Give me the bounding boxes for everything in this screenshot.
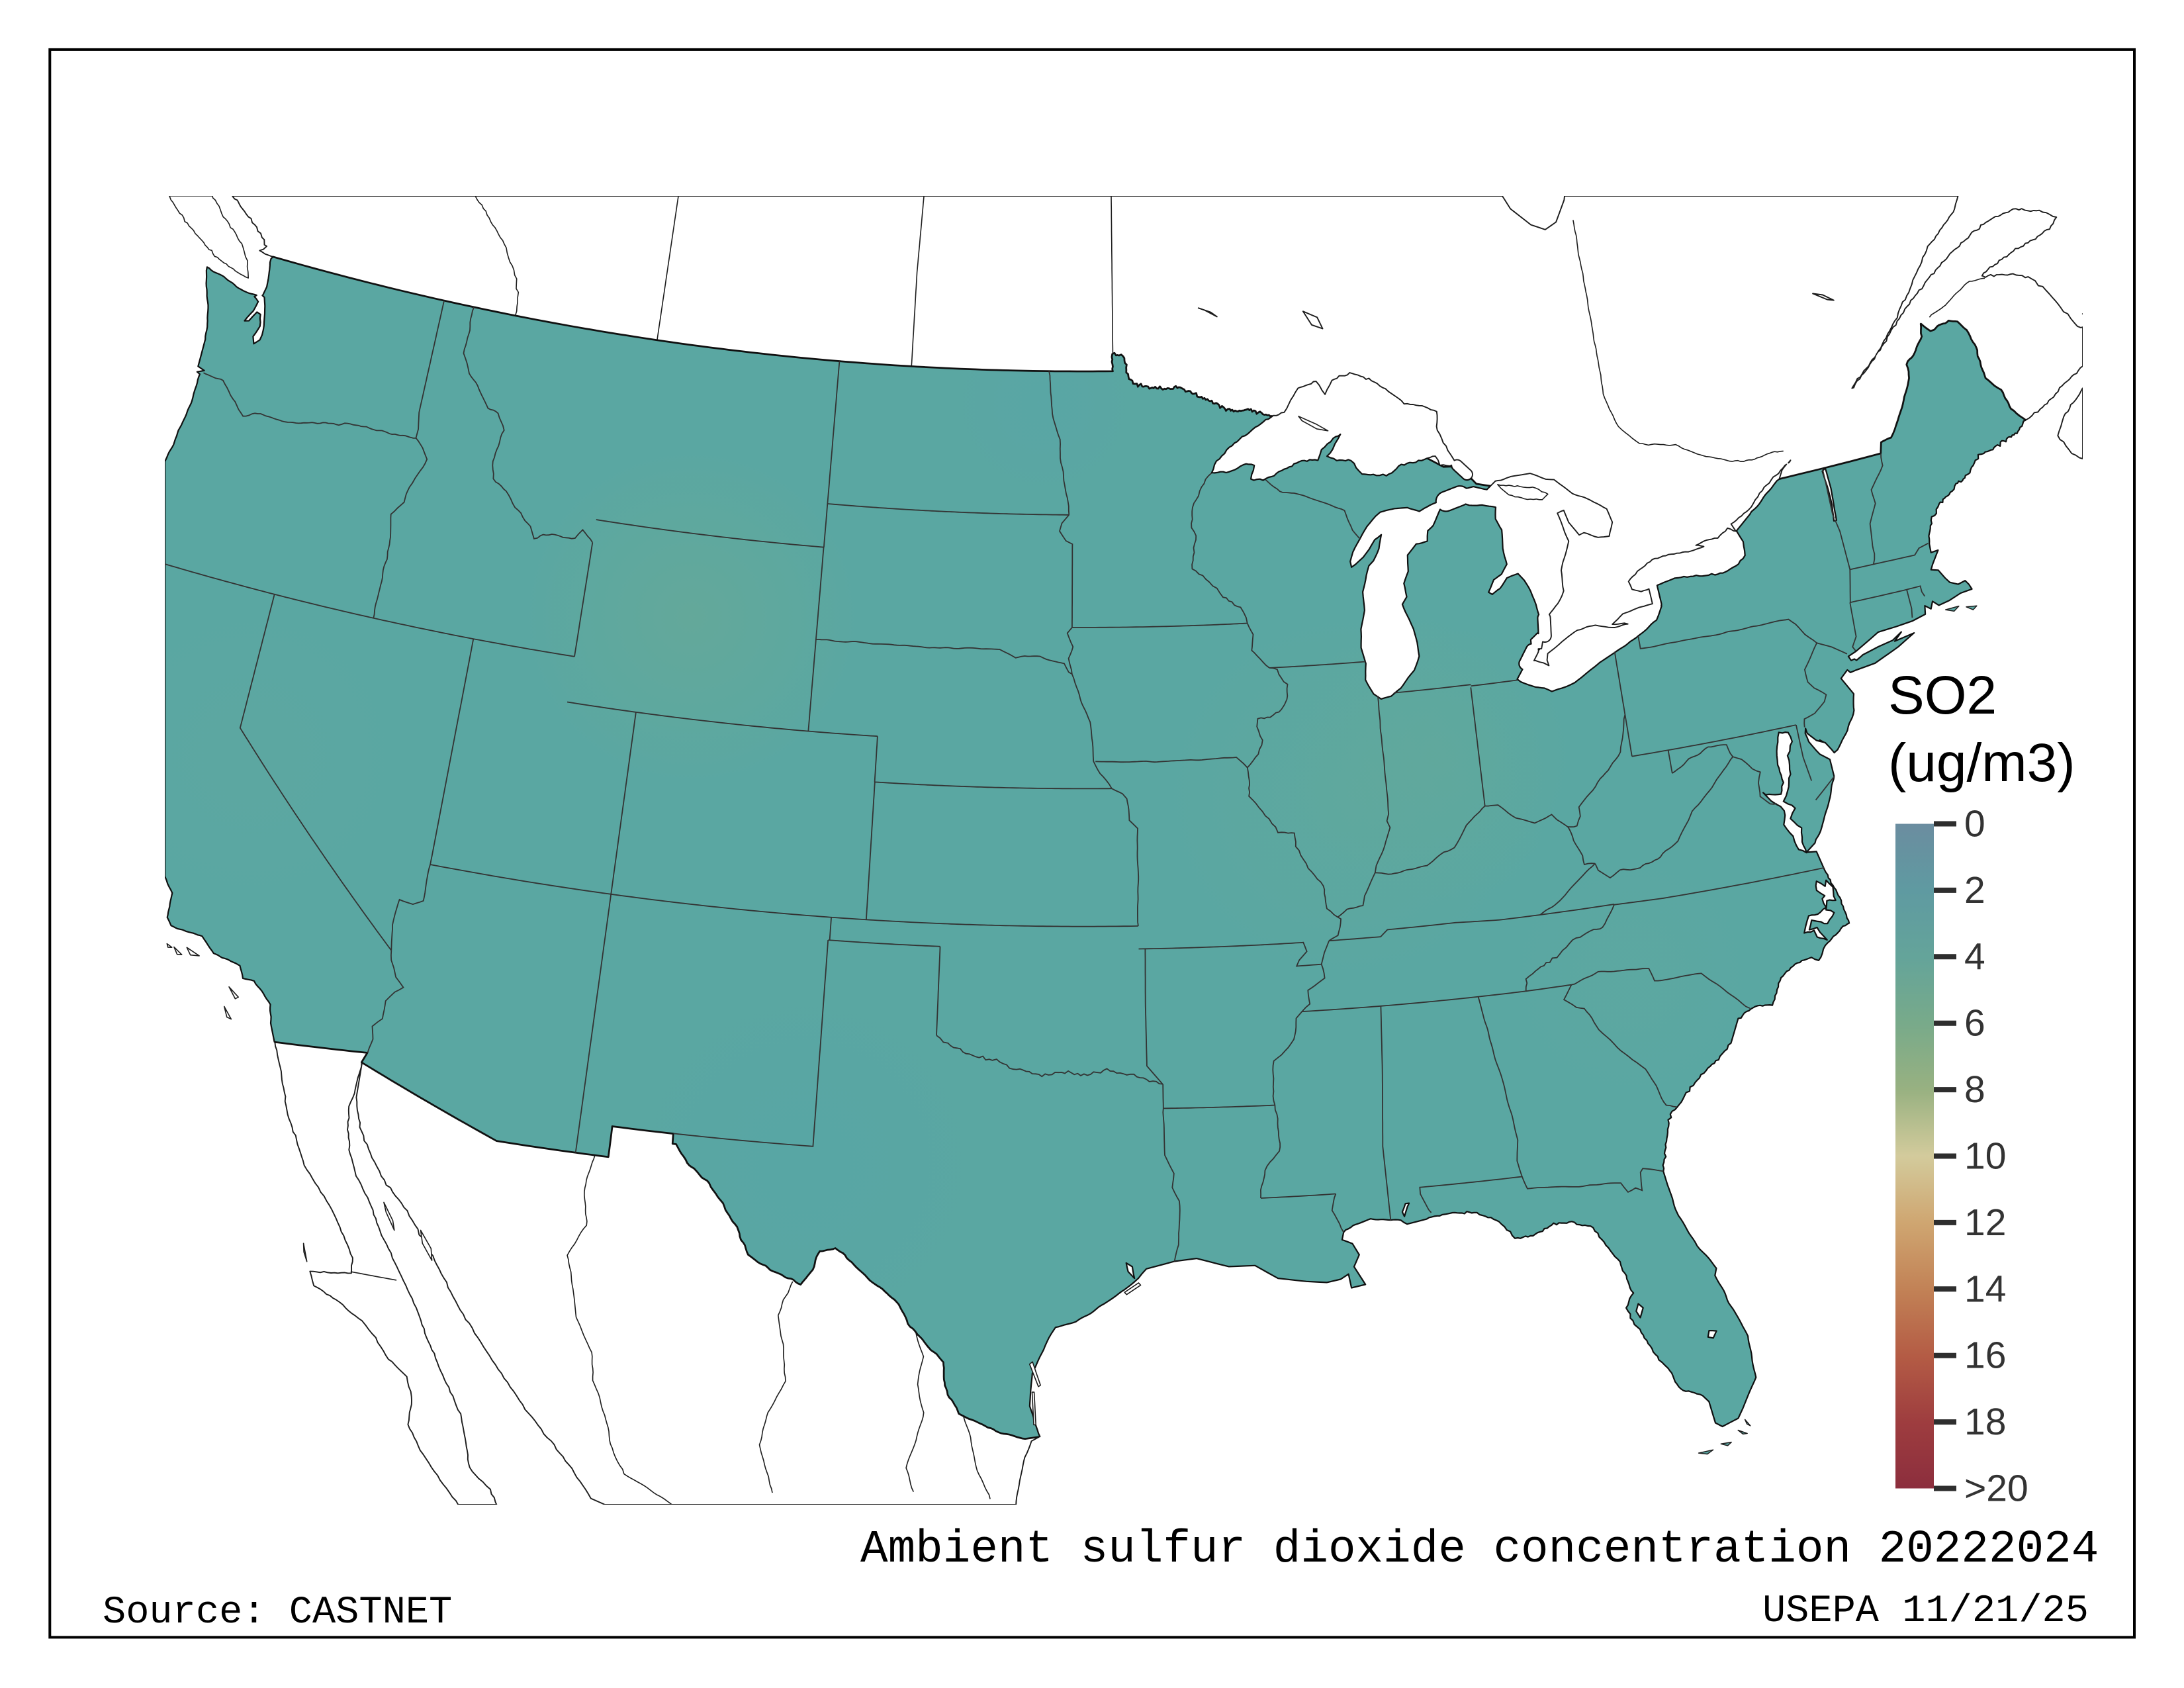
svg-text:0: 0 — [1964, 803, 1985, 845]
svg-text:2: 2 — [1964, 869, 1985, 912]
svg-text:>20: >20 — [1964, 1468, 2028, 1510]
svg-text:8: 8 — [1964, 1068, 1985, 1111]
svg-text:6: 6 — [1964, 1002, 1985, 1045]
svg-text:10: 10 — [1964, 1135, 2006, 1178]
svg-text:USEPA 11/21/25: USEPA 11/21/25 — [1762, 1589, 2089, 1633]
svg-text:18: 18 — [1964, 1401, 2006, 1443]
svg-text:4: 4 — [1964, 935, 1985, 978]
svg-text:12: 12 — [1964, 1201, 2006, 1244]
svg-text:14: 14 — [1964, 1268, 2006, 1310]
svg-text:16: 16 — [1964, 1335, 2006, 1377]
svg-text:SO2: SO2 — [1888, 665, 1997, 726]
svg-text:(ug/m3): (ug/m3) — [1888, 733, 2075, 793]
svg-text:Source: CASTNET: Source: CASTNET — [103, 1590, 452, 1634]
svg-text:Ambient sulfur dioxide concent: Ambient sulfur dioxide concentration 202… — [860, 1523, 2099, 1575]
